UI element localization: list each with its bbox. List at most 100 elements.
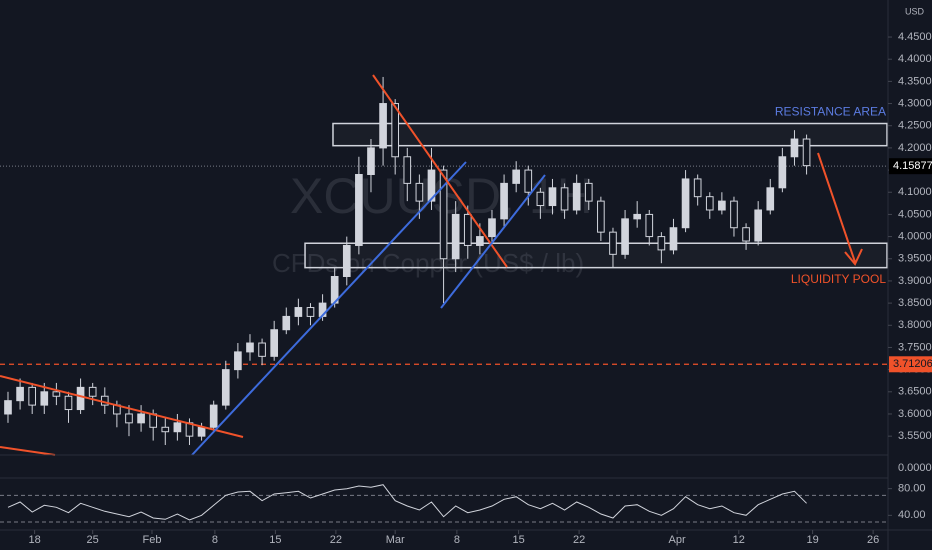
candle-body [76, 386, 85, 411]
candle-body [705, 196, 714, 211]
candle-body [427, 169, 436, 202]
x-tick-label: 22 [330, 534, 342, 546]
currency: USD [905, 6, 925, 16]
candle-body [221, 369, 230, 406]
candle-body [355, 174, 363, 246]
candle-body [584, 182, 593, 202]
x-tick-label: 22 [573, 534, 585, 546]
y-tick-label: 4.25000 [898, 120, 932, 132]
candle-body [173, 422, 182, 433]
candle-body [657, 236, 666, 251]
candle-body [415, 182, 424, 202]
candle-body [572, 182, 581, 211]
candle-body [234, 351, 242, 371]
x-tick-label: 26 [867, 534, 879, 546]
trend-line [0, 375, 244, 438]
candle-body [609, 231, 617, 255]
candle-body [790, 138, 799, 158]
y-tick-label: 4.40000 [898, 53, 932, 65]
candle-body [16, 386, 24, 402]
x-tick-label: Mar [386, 534, 405, 546]
candle-body [367, 147, 375, 176]
rsi-line [7, 484, 807, 521]
zone-label: LIQUIDITY POOL [791, 272, 886, 286]
arrow-head [844, 248, 863, 266]
x-tick-label: 12 [733, 534, 745, 546]
candle-body [270, 329, 279, 357]
zone [304, 242, 888, 269]
candle-body [597, 200, 605, 233]
watermark-subtitle: CFDs on Copper (US$ / lb) [272, 248, 584, 278]
candle-body [681, 178, 690, 229]
candle-body [379, 103, 387, 149]
zone [332, 122, 888, 147]
x-tick-label: 8 [212, 534, 218, 546]
candle-body [621, 218, 629, 255]
last-price-label: 4.15877 [893, 160, 932, 172]
y-tick-label: 3.80000 [898, 319, 932, 331]
y-tick-label: 4.10000 [898, 186, 932, 198]
candle-body [742, 227, 750, 242]
candle-body [258, 342, 266, 357]
candle-body [342, 244, 351, 278]
y-tick-label: 4.05000 [898, 208, 932, 220]
y-tick-label: 3.60000 [898, 408, 932, 420]
pane-label: 0.00000 [898, 462, 932, 474]
y-tick-label: 4.00000 [898, 230, 932, 242]
x-tick-label: 8 [454, 534, 460, 546]
x-tick-label: 15 [512, 534, 524, 546]
zone-label: RESISTANCE AREA [775, 105, 886, 119]
x-tick-label: 15 [269, 534, 281, 546]
level-label: 3.71206 [893, 358, 932, 370]
trend-lines [0, 74, 863, 456]
candle-body [766, 187, 775, 211]
last-price-box [889, 158, 932, 175]
candle-body [693, 178, 702, 198]
candle-body [463, 213, 472, 246]
candle-body [778, 156, 787, 189]
candle-body [246, 342, 254, 353]
y-tick-label: 3.95000 [898, 253, 932, 265]
candle-body [209, 404, 218, 428]
x-tick-label: 25 [87, 534, 99, 546]
candle-body [476, 236, 484, 246]
candle-body [125, 413, 133, 424]
y-tick-label: 4.30000 [898, 97, 932, 109]
candle-body [40, 391, 49, 406]
candle-body [306, 307, 315, 317]
candle-body [524, 169, 533, 193]
y-tick-label: 3.75000 [898, 341, 932, 353]
candle-body [754, 209, 762, 242]
candle-body [560, 187, 569, 211]
x-tick-label: Feb [142, 534, 161, 546]
y-tick-label: 3.90000 [898, 275, 932, 287]
candle-body [633, 213, 641, 220]
trend-line [372, 74, 508, 268]
candle-body [500, 182, 508, 220]
candle-body [548, 187, 557, 207]
y-tick-label: 3.65000 [898, 386, 932, 398]
trend-line [0, 446, 56, 456]
candle-body [161, 426, 170, 433]
candle-body [439, 169, 448, 260]
x-tick-label: Apr [669, 534, 686, 546]
candle-body [391, 103, 400, 158]
y-tick-label: 4.35000 [898, 75, 932, 87]
trend-line [440, 174, 546, 309]
trend-line [191, 161, 467, 456]
candle-body [645, 213, 654, 238]
candle-body [294, 307, 303, 317]
candle-body [669, 227, 678, 251]
y-tick-label: 4.20000 [898, 142, 932, 154]
candle-body [488, 218, 496, 238]
candle-body [197, 426, 206, 437]
candle-body [282, 315, 291, 331]
y-tick-label: 3.55000 [898, 430, 932, 442]
x-tick-label: 18 [28, 534, 40, 546]
candle-body [451, 213, 460, 260]
arrow [817, 152, 856, 263]
candle-body [403, 156, 412, 184]
candle-body [88, 386, 97, 397]
y-tick-label: 3.85000 [898, 297, 932, 309]
